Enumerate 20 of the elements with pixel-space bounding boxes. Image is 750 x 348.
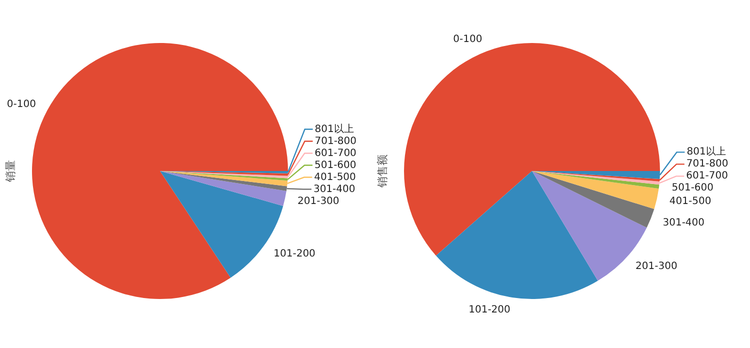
slice-label: 201-300	[298, 196, 340, 207]
slice-label: 0-100	[6, 98, 36, 110]
slice-label: 601-700	[314, 148, 356, 159]
slice-label: 301-400	[662, 218, 705, 229]
slice-label: 101-200	[274, 248, 316, 260]
slice-label: 501-600	[314, 160, 356, 171]
slice-label: 801以上	[686, 146, 726, 158]
slice-label: 801以上	[314, 122, 354, 135]
slice-label: 0-100	[453, 34, 482, 45]
slice-label: 401-500	[314, 172, 356, 183]
slice-label: 701-800	[686, 158, 728, 170]
slice-label: 201-300	[636, 260, 678, 272]
slice-label: 301-400	[313, 184, 356, 195]
slice-label: 601-700	[686, 170, 728, 182]
text: 销售额	[376, 154, 389, 188]
slice-label: 401-500	[669, 196, 712, 208]
slice-label: 101-200	[468, 304, 510, 316]
slice-label: 501-600	[672, 182, 714, 194]
text: 销量	[4, 160, 17, 183]
slice-label: 701-800	[314, 136, 357, 147]
